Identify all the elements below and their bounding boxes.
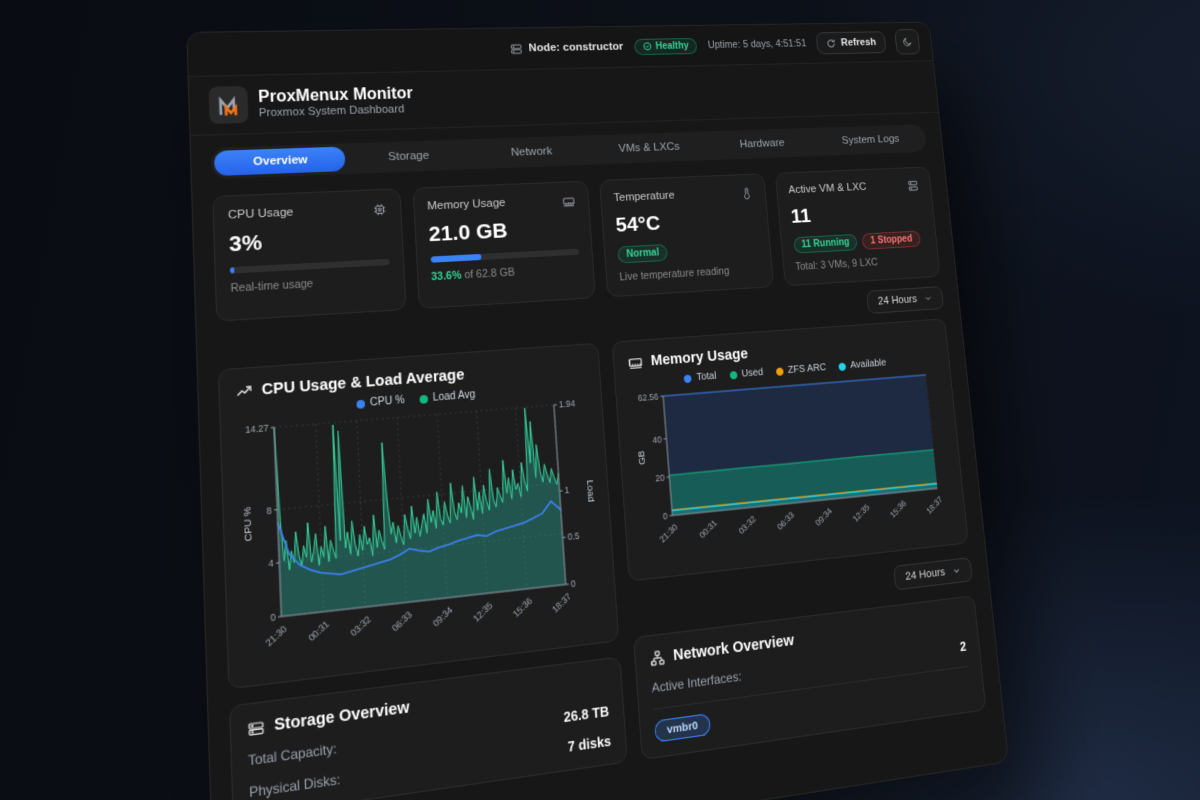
cpu-chart-canvas [236,393,604,672]
theme-toggle-button[interactable] [894,28,921,55]
tab-system-logs[interactable]: System Logs [841,133,900,147]
temperature-subtitle: Live temperature reading [619,265,730,284]
stopped-badge: 1 Stopped [861,230,921,250]
legend-dot [683,373,693,383]
cpu-usage-card: CPU Usage 3% Real-time usage [212,188,407,322]
stat-title: Active VM & LXC [787,181,867,197]
chevron-down-icon [952,565,962,576]
temperature-value: 54°C [614,211,662,237]
cpu-icon [372,202,387,217]
cpu-progress-fill [229,266,235,274]
time-range-select-network[interactable]: 24 Hours [893,557,973,591]
cpu-load-chart-card: CPU Usage & Load Average CPU % Load Avg [217,342,620,690]
uptime-text: Uptime: 5 days, 4:51:51 [707,38,807,51]
legend-item: Total [683,371,717,385]
section-title: Network Overview [672,632,795,665]
vm-count-value: 11 [789,204,812,228]
memory-progress-bar [430,248,580,263]
temperature-card: Temperature 54°C Normal Live temperature… [599,173,774,298]
memory-usage-card: Memory Usage 21.0 GB 33.6% of 62.8 GB [412,180,596,310]
server-icon [510,42,523,55]
tab-network[interactable]: Network [510,145,553,159]
section-title: Storage Overview [273,698,410,735]
legend-dot [775,366,784,376]
legend-item: CPU % [356,395,405,411]
left-column: CPU Usage & Load Average CPU % Load Avg … [217,342,628,800]
tab-storage[interactable]: Storage [387,149,430,164]
legend-item: Used [729,367,764,381]
thermometer-icon [739,186,753,200]
memory-usage-value: 21.0 GB [428,219,509,247]
tab-overview[interactable]: Overview [213,146,346,176]
cpu-usage-subtitle: Real-time usage [230,277,314,296]
content-columns: CPU Usage & Load Average CPU % Load Avg … [198,310,1003,800]
running-badge: 11 Running [792,233,859,254]
network-icon [649,648,666,667]
stat-title: CPU Usage [227,206,294,222]
temperature-status-badge: Normal [617,243,669,264]
memory-progress-fill [430,253,482,263]
storage-icon [247,717,266,738]
stat-title: Temperature [613,189,675,205]
time-range-select[interactable]: 24 Hours [866,286,944,314]
servers-icon [906,179,919,193]
cpu-usage-value: 3% [228,230,263,257]
tab-hardware[interactable]: Hardware [739,137,786,151]
chart-title: Memory Usage [650,346,749,370]
legend-dot [838,362,847,371]
network-overview-card: Network Overview Active Interfaces: 2 vm… [633,595,987,761]
node-label: Node: constructor [528,41,624,55]
check-circle-icon [642,42,652,52]
trend-icon [235,382,253,401]
stat-title: Memory Usage [426,197,506,213]
proxmenux-logo [208,85,249,125]
legend-dot [729,370,738,380]
memory-chart-canvas [629,366,955,566]
health-badge: Healthy [633,37,698,55]
tab-vms-lxcs[interactable]: VMs & LXCs [618,141,681,155]
chevron-down-icon [923,293,933,303]
memory-chart-card: Memory Usage Total Used ZFS ARC Availabl… [611,318,969,582]
node-indicator: Node: constructor [510,41,624,55]
memory-icon [561,194,576,208]
memory-usage-subtitle: 33.6% of 62.8 GB [430,266,516,284]
memory-icon [627,354,644,371]
moon-icon [902,36,913,47]
legend-dot [418,394,428,404]
legend-dot [356,399,366,409]
vm-total-subtitle: Total: 3 VMs, 9 LXC [794,256,879,273]
refresh-icon [826,38,836,48]
interface-badge: vmbr0 [654,713,711,743]
cpu-progress-bar [229,258,390,274]
refresh-button[interactable]: Refresh [815,31,887,55]
right-column: Memory Usage Total Used ZFS ARC Availabl… [611,318,987,761]
active-vm-lxc-card: Active VM & LXC 11 11 Running 1 Stopped … [774,166,941,287]
dashboard-window: Node: constructor Healthy Uptime: 5 days… [186,21,1009,800]
